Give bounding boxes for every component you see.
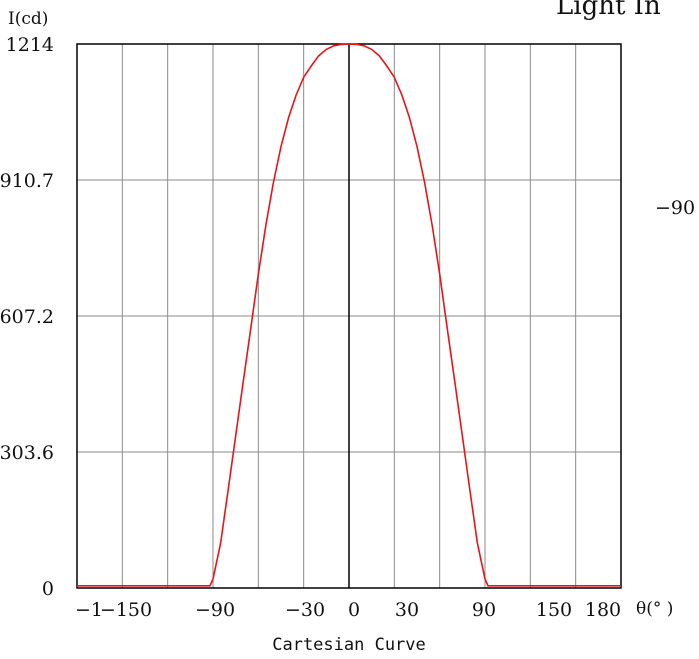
x-tick-label: −150 — [100, 599, 152, 621]
x-tick-label: 30 — [395, 599, 419, 621]
x-tick-label: −30 — [285, 599, 325, 621]
y-tick-label: 303.6 — [0, 442, 54, 464]
x-axis-label: θ(° ) — [636, 599, 673, 619]
grid-lines — [77, 44, 621, 588]
x-tick-label: −1 — [75, 599, 103, 621]
chart-caption: Cartesian Curve — [272, 635, 426, 655]
polar-fragment-label: −90 — [655, 197, 695, 219]
y-axis-label: I(cd) — [8, 9, 48, 29]
x-tick-label: −90 — [195, 599, 235, 621]
y-tick-label: 910.7 — [0, 170, 54, 192]
x-tick-label: 90 — [472, 599, 496, 621]
intensity-curve — [77, 43, 621, 587]
x-tick-label: 0 — [348, 599, 360, 621]
y-tick-label: 607.2 — [0, 306, 54, 328]
x-tick-label: 180 — [585, 599, 621, 621]
y-tick-label: 1214 — [6, 34, 54, 56]
series-layer — [77, 43, 621, 587]
y-tick-labels: 0 303.6 607.2 910.7 1214 — [0, 34, 54, 600]
chart-title: Light In — [556, 0, 661, 21]
x-tick-label: 150 — [536, 599, 572, 621]
x-tick-labels: −1−150 −90 −30 0 30 90 150 180 — [75, 599, 621, 621]
y-tick-label: 0 — [42, 578, 54, 600]
